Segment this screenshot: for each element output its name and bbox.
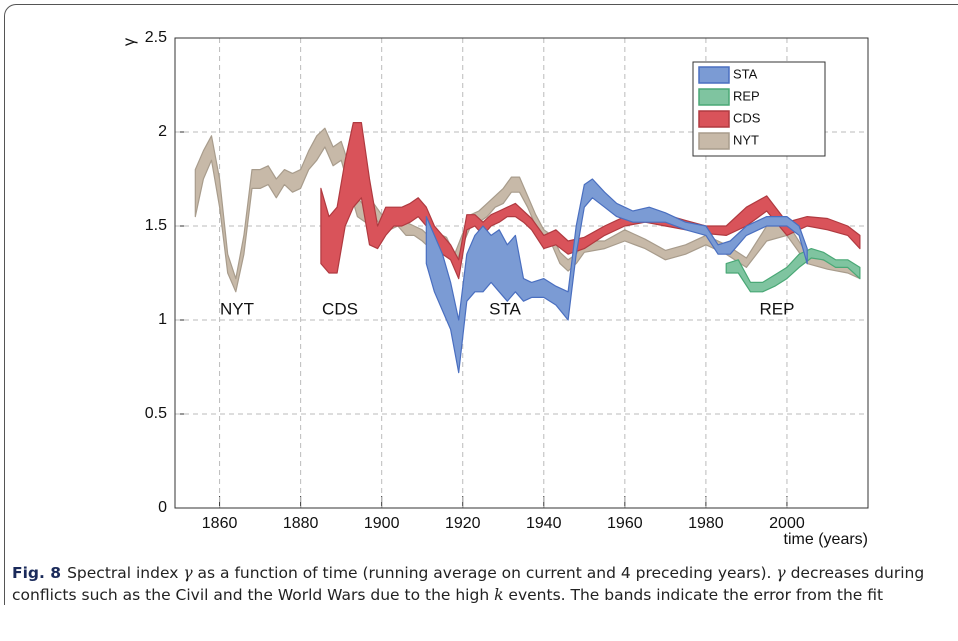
y-tick-label: 0: [158, 499, 167, 516]
x-tick-label: 1920: [445, 515, 481, 532]
legend: STA REP CDS NYT: [692, 61, 826, 157]
x-tick-label: 1860: [202, 515, 238, 532]
x-axis-label: time (years): [784, 531, 868, 548]
y-tick-label: 0.5: [145, 405, 167, 422]
band: [725, 248, 861, 293]
plot-frame: [174, 37, 869, 509]
caption-symbol: k: [494, 586, 504, 604]
x-tick-label: 1880: [283, 515, 319, 532]
y-tick-label: 1: [158, 311, 167, 328]
annotation: STA: [489, 299, 521, 318]
legend-swatch: [698, 132, 730, 150]
chart: γ time (years) 0 0.5 1 1.5 2 2.5 1860 1880 1900 1…: [121, 29, 869, 548]
caption-text: as a function of time (running average o…: [192, 564, 777, 582]
caption-text: events. The bands indicate the error fro…: [503, 586, 884, 604]
band: [425, 178, 808, 374]
legend-label: REP: [733, 88, 760, 103]
y-tick-label: 2: [158, 123, 167, 140]
caption-symbol: γ: [183, 564, 193, 582]
x-tick-label: 1900: [364, 515, 400, 532]
caption-text: Spectral index: [67, 564, 184, 582]
caption-symbol: γ: [776, 564, 786, 582]
legend-swatch: [698, 110, 730, 128]
x-tick-label: 2000: [769, 515, 805, 532]
x-tick-label: 1960: [607, 515, 643, 532]
legend-swatch: [698, 66, 730, 84]
caption-label: Fig. 8: [12, 564, 62, 582]
annotation: CDS: [322, 299, 358, 318]
y-axis-label: γ: [121, 38, 138, 46]
caption: Fig. 8 Spectral index γ as a function of …: [12, 562, 942, 606]
caption-text: decreases during conflicts such as the C…: [12, 564, 925, 604]
figure-frame: [4, 4, 958, 605]
legend-label: STA: [733, 66, 758, 81]
legend-label: CDS: [733, 110, 761, 125]
y-tick-label: 2.5: [145, 29, 167, 46]
legend-swatch: [698, 88, 730, 106]
annotation: NYT: [220, 299, 254, 318]
legend-label: NYT: [733, 132, 759, 147]
y-tick-label: 1.5: [145, 217, 167, 234]
annotation: REP: [760, 299, 795, 318]
x-tick-label: 1940: [526, 515, 562, 532]
x-tick-label: 1980: [688, 515, 724, 532]
